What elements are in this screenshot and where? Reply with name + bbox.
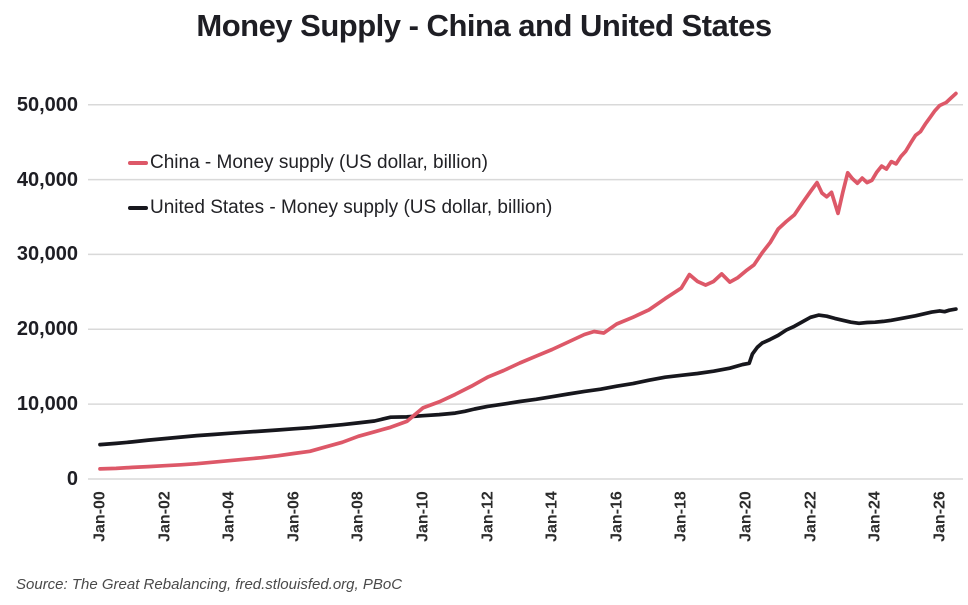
- x-tick-label: Jan-16: [608, 491, 626, 542]
- x-tick-label: Jan-04: [220, 491, 238, 542]
- us-series-line: [98, 307, 958, 447]
- x-tick-label: Jan-14: [543, 491, 561, 542]
- x-tick-label: Jan-12: [479, 491, 497, 542]
- x-tick-label: Jan-02: [156, 491, 174, 542]
- china-line-swatch-icon: [128, 160, 148, 165]
- y-tick-label: 20,000: [16, 318, 78, 341]
- y-tick-label: 50,000: [16, 93, 78, 116]
- legend: China - Money supply (US dollar, billion…: [128, 140, 552, 230]
- legend-item-china: China - Money supply (US dollar, billion…: [128, 140, 552, 185]
- chart-title: Money Supply - China and United States: [196, 8, 772, 43]
- x-tick-label: Jan-18: [672, 491, 690, 542]
- legend-item-united-states: United States - Money supply (US dollar,…: [128, 185, 552, 230]
- x-tick-label: Jan-06: [285, 491, 303, 542]
- y-tick-label: 30,000: [16, 243, 78, 266]
- us-line-swatch-icon: [128, 205, 148, 210]
- y-tick-label: 0: [66, 468, 78, 490]
- legend-label-united-states: United States - Money supply (US dollar,…: [150, 196, 553, 218]
- source-note: Source: The Great Rebalancing, fred.stlo…: [16, 576, 403, 593]
- x-tick-label: Jan-20: [737, 491, 755, 542]
- x-tick-label: Jan-26: [931, 491, 949, 542]
- x-tick-label: Jan-24: [866, 491, 884, 542]
- legend-label-china: China - Money supply (US dollar, billion…: [150, 151, 488, 173]
- x-tick-label: Jan-00: [91, 491, 109, 542]
- x-tick-label: Jan-08: [349, 491, 367, 542]
- x-tick-label: Jan-22: [802, 491, 820, 542]
- y-tick-label: 40,000: [16, 168, 78, 191]
- x-tick-label: Jan-10: [414, 491, 432, 542]
- china-series-line: [98, 91, 958, 471]
- y-tick-label: 10,000: [16, 393, 78, 416]
